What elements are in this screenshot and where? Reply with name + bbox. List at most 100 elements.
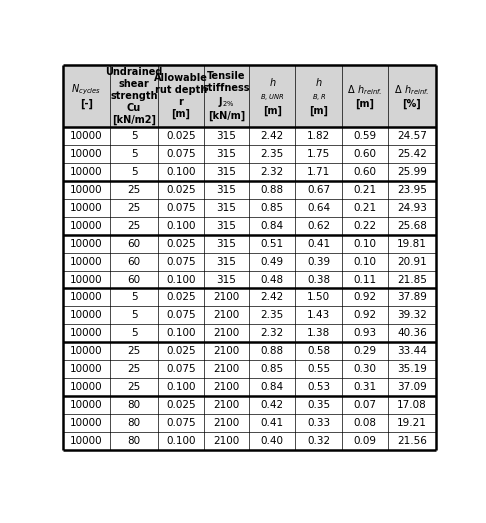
Text: 315: 315 xyxy=(216,257,236,267)
Text: 0.100: 0.100 xyxy=(166,328,195,338)
Text: 21.56: 21.56 xyxy=(397,436,427,446)
Text: 0.49: 0.49 xyxy=(260,257,284,267)
Text: 0.025: 0.025 xyxy=(166,238,195,248)
Text: 0.42: 0.42 xyxy=(260,400,284,410)
Text: 0.55: 0.55 xyxy=(307,364,330,374)
Text: 25.42: 25.42 xyxy=(397,149,427,159)
Text: 2.32: 2.32 xyxy=(260,167,284,177)
Text: 0.35: 0.35 xyxy=(307,400,330,410)
Text: 0.025: 0.025 xyxy=(166,292,195,302)
Text: 0.075: 0.075 xyxy=(166,149,195,159)
Text: 0.84: 0.84 xyxy=(260,221,284,231)
Text: 0.88: 0.88 xyxy=(260,185,284,195)
Text: 25: 25 xyxy=(127,382,141,392)
Text: 2.42: 2.42 xyxy=(260,292,284,302)
Text: 2.42: 2.42 xyxy=(260,131,284,141)
Text: 0.41: 0.41 xyxy=(307,238,330,248)
Text: 10000: 10000 xyxy=(70,328,103,338)
Text: 0.075: 0.075 xyxy=(166,203,195,213)
Text: 10000: 10000 xyxy=(70,185,103,195)
Text: 315: 315 xyxy=(216,149,236,159)
Text: 0.100: 0.100 xyxy=(166,275,195,285)
Text: 0.85: 0.85 xyxy=(260,203,284,213)
Text: 0.60: 0.60 xyxy=(354,167,377,177)
Text: 0.64: 0.64 xyxy=(307,203,330,213)
Text: 0.29: 0.29 xyxy=(353,346,377,356)
Text: 10000: 10000 xyxy=(70,131,103,141)
Text: 40.36: 40.36 xyxy=(397,328,427,338)
Text: 0.41: 0.41 xyxy=(260,418,284,428)
Text: 315: 315 xyxy=(216,275,236,285)
Text: 1.71: 1.71 xyxy=(307,167,330,177)
Text: 33.44: 33.44 xyxy=(397,346,427,356)
Text: 0.53: 0.53 xyxy=(307,382,330,392)
Text: 0.025: 0.025 xyxy=(166,400,195,410)
Text: 0.92: 0.92 xyxy=(353,292,377,302)
Text: 0.100: 0.100 xyxy=(166,436,195,446)
Text: 60: 60 xyxy=(127,238,140,248)
Text: 25.99: 25.99 xyxy=(397,167,427,177)
Text: 5: 5 xyxy=(131,310,138,321)
Text: Allowable
rut depth
r
[m]: Allowable rut depth r [m] xyxy=(154,73,208,119)
Text: 10000: 10000 xyxy=(70,310,103,321)
Text: 10000: 10000 xyxy=(70,275,103,285)
Text: 10000: 10000 xyxy=(70,167,103,177)
Text: 0.025: 0.025 xyxy=(166,346,195,356)
Text: 1.75: 1.75 xyxy=(307,149,330,159)
Text: 5: 5 xyxy=(131,131,138,141)
Text: 80: 80 xyxy=(127,418,140,428)
Text: 2100: 2100 xyxy=(213,292,240,302)
Text: 25: 25 xyxy=(127,185,141,195)
Text: $\Delta$ $h_{reinf.}$
[%]: $\Delta$ $h_{reinf.}$ [%] xyxy=(394,83,430,109)
Text: 10000: 10000 xyxy=(70,346,103,356)
Text: 24.57: 24.57 xyxy=(397,131,427,141)
Text: 1.82: 1.82 xyxy=(307,131,330,141)
Text: 0.075: 0.075 xyxy=(166,257,195,267)
Text: Undrained
shear
strength
Cu
[kN/m2]: Undrained shear strength Cu [kN/m2] xyxy=(105,67,163,125)
Text: 2100: 2100 xyxy=(213,310,240,321)
Text: 19.21: 19.21 xyxy=(397,418,427,428)
Text: 2100: 2100 xyxy=(213,436,240,446)
Text: 2100: 2100 xyxy=(213,418,240,428)
Text: 10000: 10000 xyxy=(70,221,103,231)
Text: 0.21: 0.21 xyxy=(353,185,377,195)
Text: 10000: 10000 xyxy=(70,436,103,446)
Text: 2.32: 2.32 xyxy=(260,328,284,338)
Text: 0.40: 0.40 xyxy=(261,436,284,446)
Text: 0.92: 0.92 xyxy=(353,310,377,321)
Text: 39.32: 39.32 xyxy=(397,310,427,321)
Text: 0.075: 0.075 xyxy=(166,310,195,321)
Text: 2100: 2100 xyxy=(213,346,240,356)
Text: 315: 315 xyxy=(216,167,236,177)
Text: 10000: 10000 xyxy=(70,257,103,267)
Text: Tensile
stiffness
J$_{2\%}$
[kN/m]: Tensile stiffness J$_{2\%}$ [kN/m] xyxy=(203,71,250,121)
Text: 315: 315 xyxy=(216,238,236,248)
Text: 5: 5 xyxy=(131,328,138,338)
Text: 0.62: 0.62 xyxy=(307,221,330,231)
Text: 0.93: 0.93 xyxy=(353,328,377,338)
Text: 10000: 10000 xyxy=(70,418,103,428)
Text: 1.50: 1.50 xyxy=(307,292,330,302)
Text: 80: 80 xyxy=(127,436,140,446)
Text: 17.08: 17.08 xyxy=(397,400,427,410)
Text: 0.58: 0.58 xyxy=(307,346,330,356)
Text: 25: 25 xyxy=(127,346,141,356)
Text: 0.60: 0.60 xyxy=(354,149,377,159)
Text: 80: 80 xyxy=(127,400,140,410)
Text: 25: 25 xyxy=(127,221,141,231)
Text: 0.025: 0.025 xyxy=(166,185,195,195)
Text: 25.68: 25.68 xyxy=(397,221,427,231)
Text: 0.67: 0.67 xyxy=(307,185,330,195)
Text: 0.10: 0.10 xyxy=(354,257,377,267)
Text: 0.33: 0.33 xyxy=(307,418,330,428)
Text: 0.075: 0.075 xyxy=(166,418,195,428)
Text: 5: 5 xyxy=(131,167,138,177)
Text: 0.09: 0.09 xyxy=(354,436,377,446)
Text: 0.48: 0.48 xyxy=(260,275,284,285)
Text: 10000: 10000 xyxy=(70,238,103,248)
Text: 0.08: 0.08 xyxy=(354,418,377,428)
Text: 0.30: 0.30 xyxy=(354,364,377,374)
Text: 10000: 10000 xyxy=(70,364,103,374)
Text: 10000: 10000 xyxy=(70,149,103,159)
Text: 0.85: 0.85 xyxy=(260,364,284,374)
